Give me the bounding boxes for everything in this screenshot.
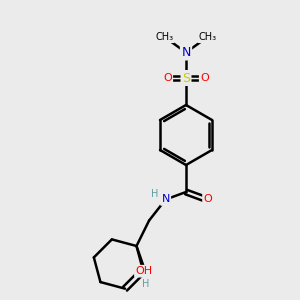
Text: H: H [142, 279, 149, 289]
Text: CH₃: CH₃ [155, 32, 173, 42]
Text: O: O [203, 194, 212, 205]
Text: H: H [152, 189, 159, 199]
Text: N: N [181, 46, 191, 59]
Text: N: N [161, 194, 170, 205]
Text: O: O [163, 73, 172, 83]
Text: S: S [182, 71, 190, 85]
Text: CH₃: CH₃ [199, 32, 217, 42]
Text: OH: OH [135, 266, 153, 276]
Text: O: O [200, 73, 209, 83]
